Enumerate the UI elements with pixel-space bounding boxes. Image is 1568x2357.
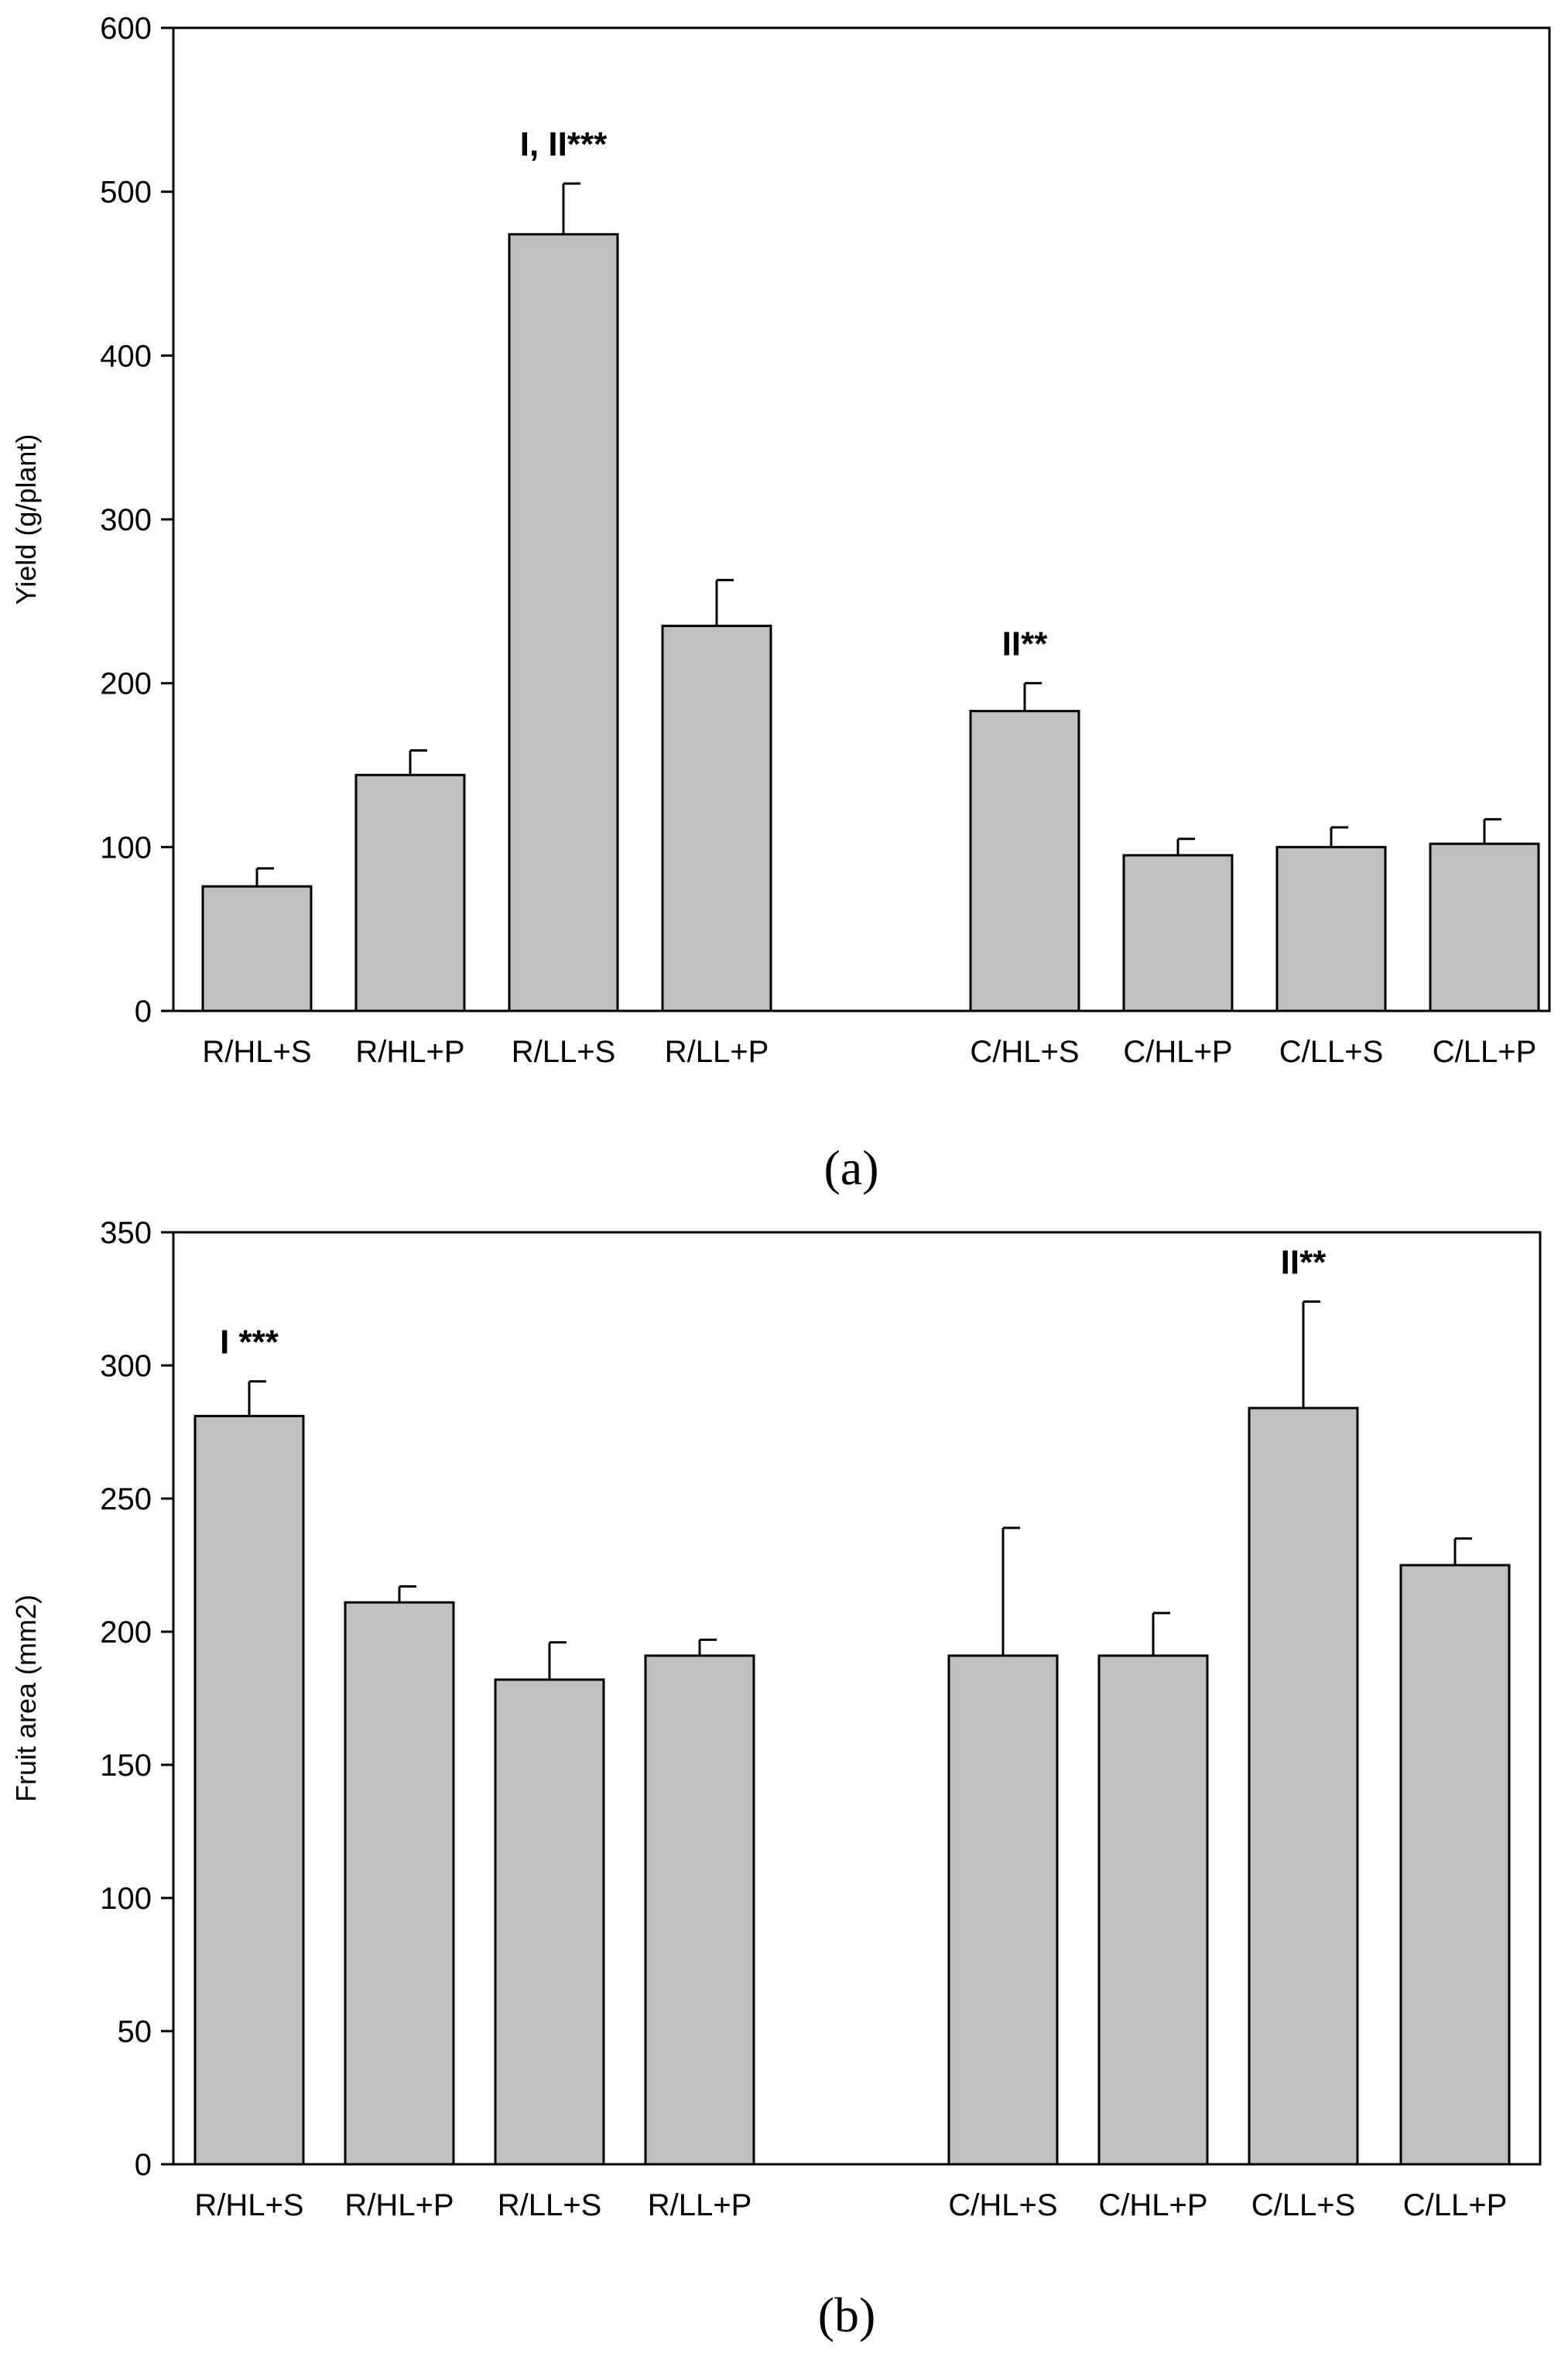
panel-b-ytick-label: 200	[100, 1615, 152, 1650]
panel-b-y-axis-title: Fruit area (mm2)	[10, 1595, 42, 1802]
panel-a-bar-5	[969, 710, 1080, 1012]
panel-b-category-label: C/HL+S	[948, 2188, 1057, 2222]
panel-a-y-axis-title: Yield (g/plant)	[10, 434, 42, 605]
panel-b-category-label: R/LL+P	[648, 2188, 752, 2222]
panel-a-significance-label: II**	[1002, 625, 1049, 663]
panel-b-bar-2	[344, 1601, 455, 2166]
panel-a-bar-1	[201, 885, 313, 1012]
panel-a-category-label: C/LL+S	[1279, 1035, 1384, 1069]
panel-b-ytick-label: 50	[118, 2015, 152, 2049]
panel-a-category-label: R/LL+P	[665, 1035, 769, 1069]
panel-a-significance-label: I, II***	[520, 125, 608, 163]
panel-b-ytick-label: 300	[100, 1349, 152, 1383]
panel-b-category-label: C/HL+P	[1098, 2188, 1207, 2222]
panel-a-bar-8	[1429, 842, 1540, 1012]
panel-a-category-label: C/LL+P	[1433, 1035, 1537, 1069]
panel-b-significance-label: I ***	[220, 1324, 279, 1362]
panel-a-category-label: C/HL+S	[970, 1035, 1079, 1069]
panel-a-ytick-label: 400	[100, 339, 152, 373]
panel-b-significance-label: II**	[1281, 1243, 1327, 1281]
panel-a-panel-label: (a)	[823, 1140, 878, 1195]
panel-a-category-label: R/LL+S	[512, 1035, 616, 1069]
panel-b-panel-label: (b)	[818, 2287, 876, 2342]
panel-b-category-label: C/LL+P	[1403, 2188, 1508, 2222]
panel-a-bar-2	[354, 773, 466, 1012]
panel-b-ytick-label: 0	[135, 2148, 152, 2182]
panel-b-category-label: R/HL+P	[344, 2188, 454, 2222]
panel-b-category-label: C/LL+S	[1251, 2188, 1356, 2222]
panel-a-bar-6	[1122, 854, 1234, 1012]
panel-b-category-label: R/LL+S	[498, 2188, 602, 2222]
panel-b-ytick-label: 100	[100, 1882, 152, 1916]
panel-b-category-label: R/HL+S	[194, 2188, 303, 2222]
panel-a-category-label: R/HL+S	[202, 1035, 311, 1069]
panel-a-ytick-label: 100	[100, 831, 152, 865]
panel-a-ytick-label: 600	[100, 12, 152, 46]
panel-b-bar-7	[1248, 1406, 1359, 2166]
panel-a-chart: 0 100 200 300 400 500 600 Yield (g/plant) R/HL+S…	[10, 12, 1551, 1195]
panel-a-bar-4	[661, 625, 772, 1012]
panel-a-ytick-label: 200	[100, 667, 152, 701]
panel-b-chart: 0 50 100 150 200 250 300 350 Fruit area (mm2) R/H…	[10, 1216, 1542, 2342]
panel-b-ytick-label: 250	[100, 1482, 152, 1516]
panel-a-bar-7	[1275, 845, 1387, 1012]
panel-b-ytick-label: 350	[100, 1216, 152, 1250]
panel-b-bar-4	[644, 1654, 755, 2166]
panel-a-category-label: R/HL+P	[355, 1035, 464, 1069]
panel-b-bar-8	[1399, 1564, 1511, 2166]
panel-b-plot-frame	[172, 1231, 1542, 2166]
panel-b-bar-6	[1097, 1654, 1209, 2166]
panel-a-bar-3	[508, 233, 619, 1012]
panel-b-bar-5	[947, 1654, 1059, 2166]
panel-b-bar-3	[494, 1678, 605, 2166]
panel-b-ytick-label: 150	[100, 1749, 152, 1783]
panel-a-ytick-label: 0	[135, 995, 152, 1029]
panel-a-ytick-label: 300	[100, 503, 152, 537]
panel-a-category-label: C/HL+P	[1123, 1035, 1232, 1069]
panel-b-bar-1	[193, 1414, 305, 2166]
panel-a-ytick-label: 500	[100, 176, 152, 210]
